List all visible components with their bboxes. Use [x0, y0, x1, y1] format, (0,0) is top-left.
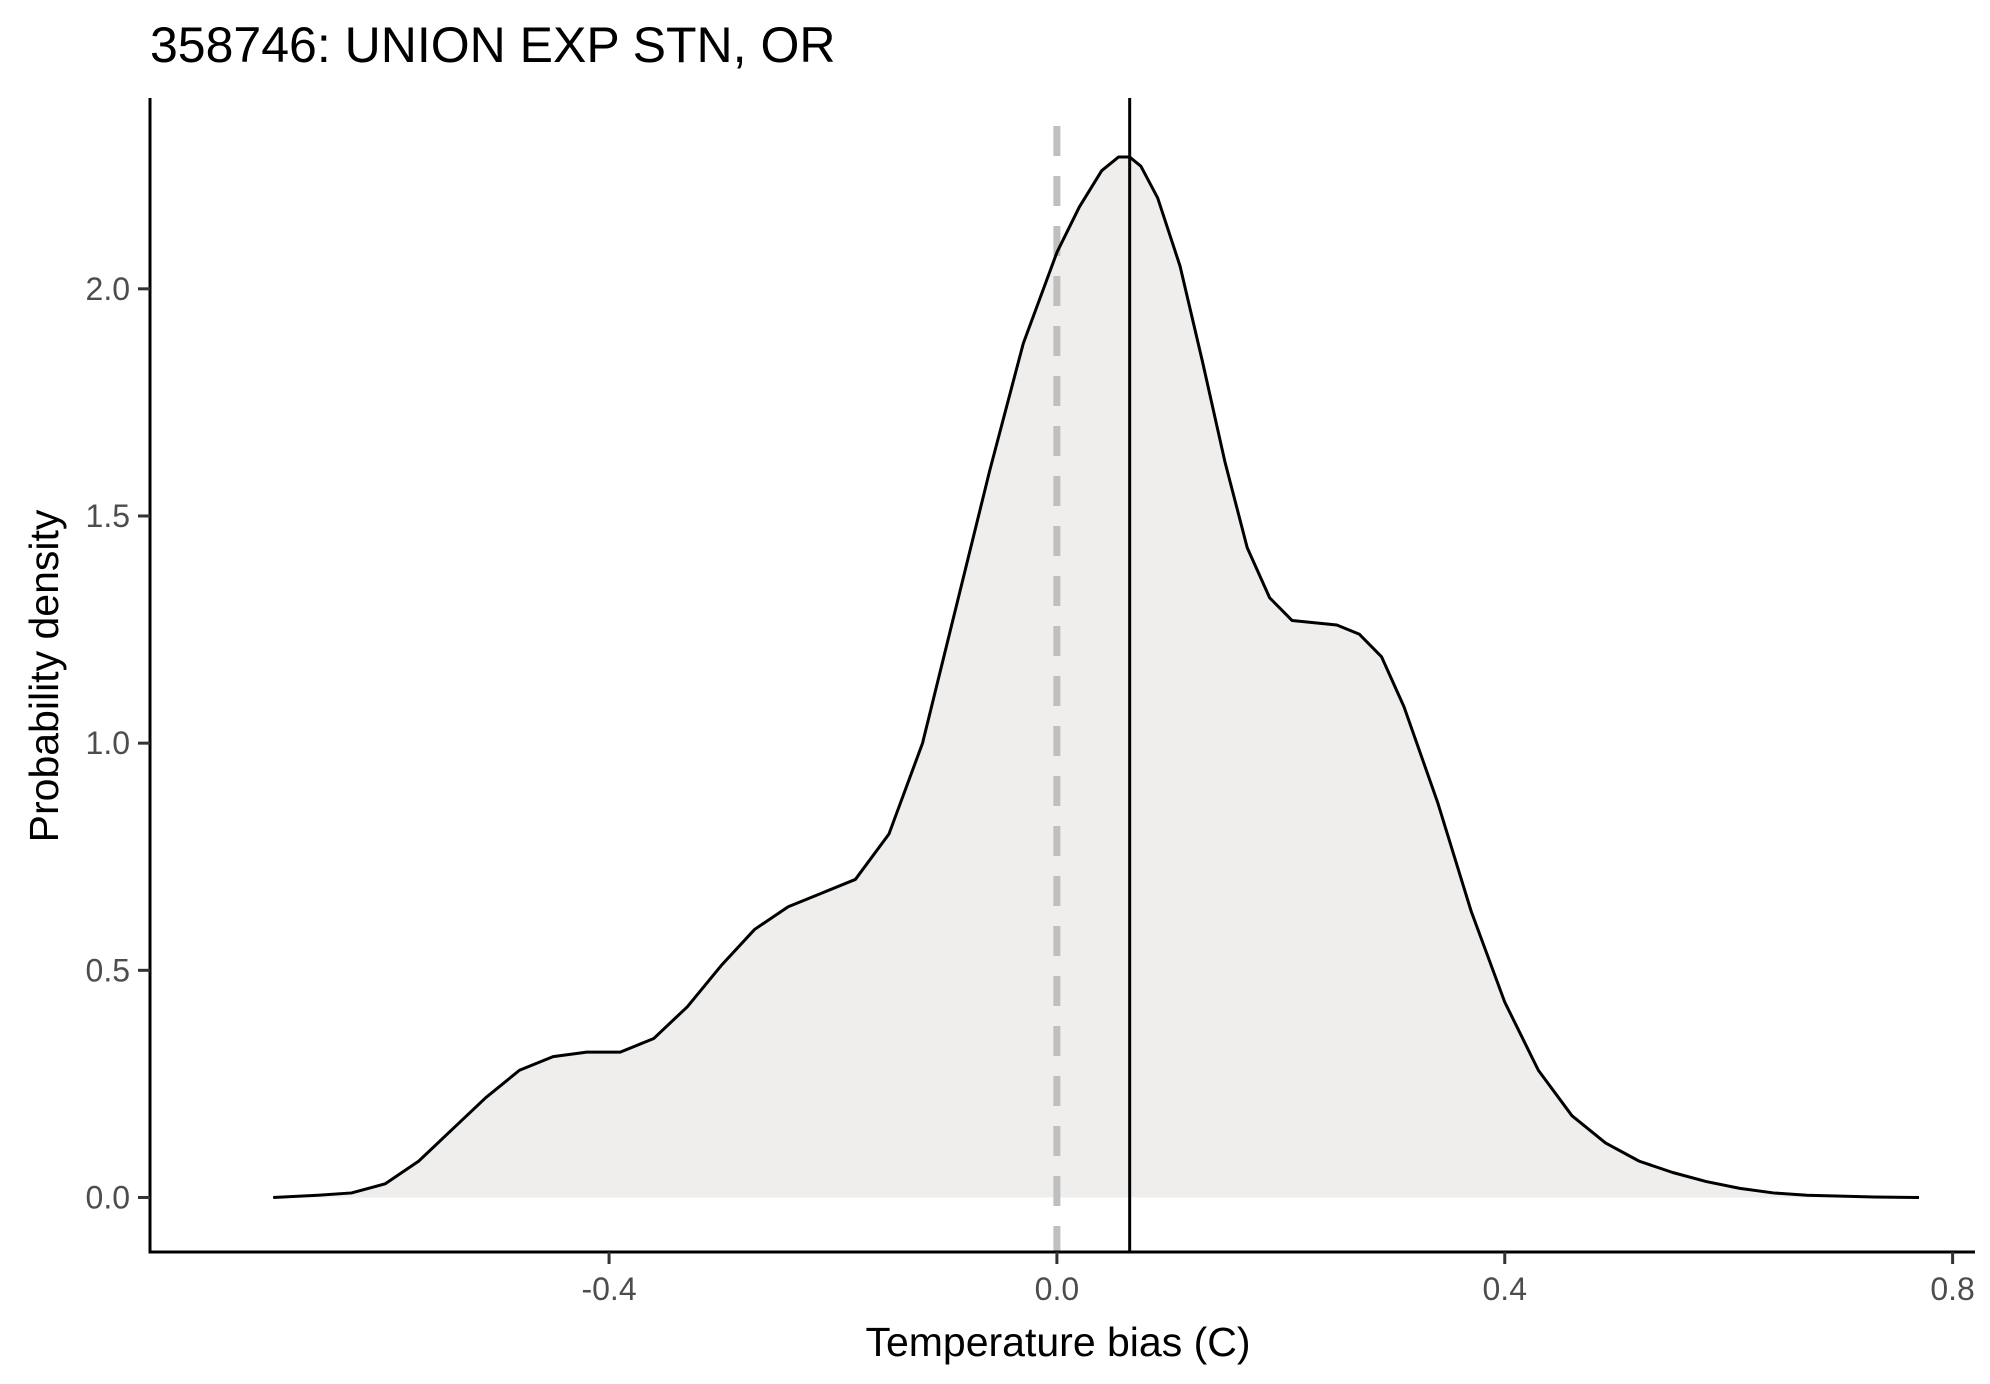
- y-axis-ticks: 0.0 0.5 1.0 1.5 2.0: [86, 271, 150, 1215]
- density-fill-area: [273, 157, 1920, 1198]
- x-tick-label: 0.4: [1483, 1271, 1527, 1307]
- chart-title: 358746: UNION EXP STN, OR: [150, 17, 835, 73]
- y-tick-label: 0.0: [86, 1179, 130, 1215]
- x-tick-label: 0.8: [1930, 1271, 1974, 1307]
- plot-area: [273, 98, 1920, 1252]
- x-axis-title: Temperature bias (C): [865, 1319, 1250, 1365]
- y-tick-label: 2.0: [86, 271, 130, 307]
- x-tick-label: 0.0: [1035, 1271, 1079, 1307]
- y-tick-label: 1.0: [86, 725, 130, 761]
- x-tick-label: -0.4: [581, 1271, 636, 1307]
- x-axis-ticks: -0.4 0.0 0.4 0.8: [581, 1252, 1975, 1307]
- y-tick-label: 0.5: [86, 952, 130, 988]
- y-tick-label: 1.5: [86, 498, 130, 534]
- density-curve: [273, 155, 1920, 1199]
- y-axis-title: Probability density: [21, 509, 67, 842]
